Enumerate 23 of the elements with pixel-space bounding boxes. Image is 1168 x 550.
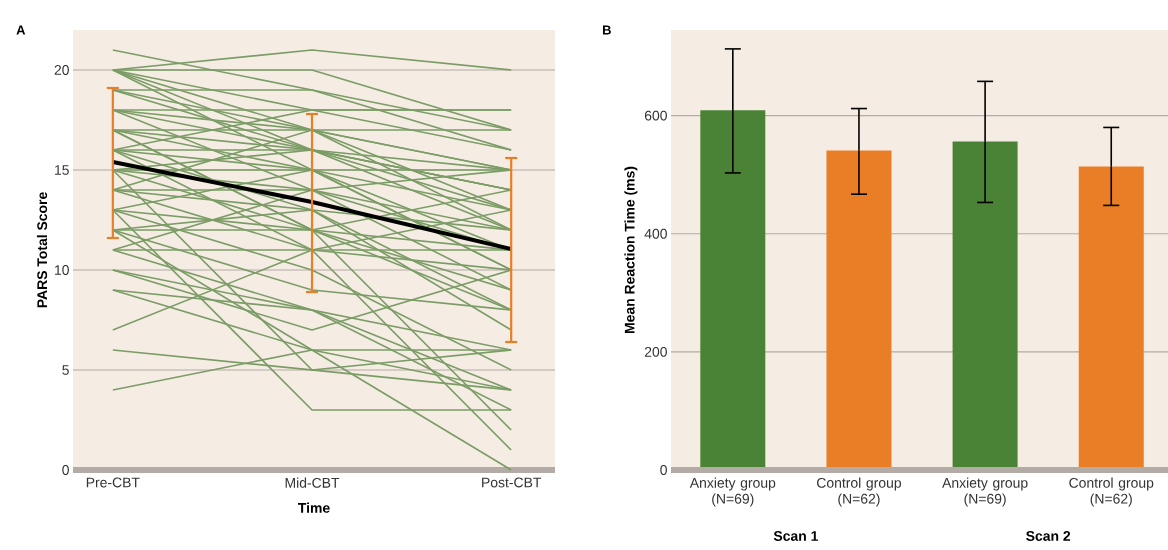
x-tick-label: Mid-CBT bbox=[285, 477, 340, 488]
text: Scan 2 bbox=[1026, 531, 1071, 541]
x-tick-label: Anxiety group (N=69) bbox=[942, 477, 1028, 507]
x-axis-title: Time bbox=[298, 502, 330, 513]
y-tick-label: 600 bbox=[644, 110, 667, 121]
x-tick-label: Control group (N=62) bbox=[817, 477, 901, 507]
x-tick-label: Control group (N=62) bbox=[1069, 477, 1154, 507]
chart-title: A bbox=[16, 25, 26, 35]
text: Scan 1 bbox=[773, 531, 818, 541]
x-tick-label: Post-CBT bbox=[482, 477, 542, 488]
y-tick-label: 400 bbox=[644, 228, 667, 239]
y-tick-label: 0 bbox=[62, 465, 69, 475]
y-tick-label: 15 bbox=[55, 165, 69, 175]
y-tick-label: 10 bbox=[55, 265, 69, 275]
y-axis-title: Mean Reaction Time (ms) bbox=[624, 166, 638, 334]
x-tick-label: Pre-CBT bbox=[86, 477, 140, 488]
y-tick-label: 5 bbox=[62, 365, 69, 375]
chart-title: B bbox=[602, 25, 611, 35]
y-axis-title: PARS Total Score bbox=[36, 192, 48, 308]
x-tick-label: Anxiety group (N=69) bbox=[689, 477, 776, 507]
y-tick-label: 20 bbox=[54, 65, 69, 75]
y-tick-label: 0 bbox=[660, 465, 667, 475]
y-tick-label: 200 bbox=[644, 346, 667, 357]
